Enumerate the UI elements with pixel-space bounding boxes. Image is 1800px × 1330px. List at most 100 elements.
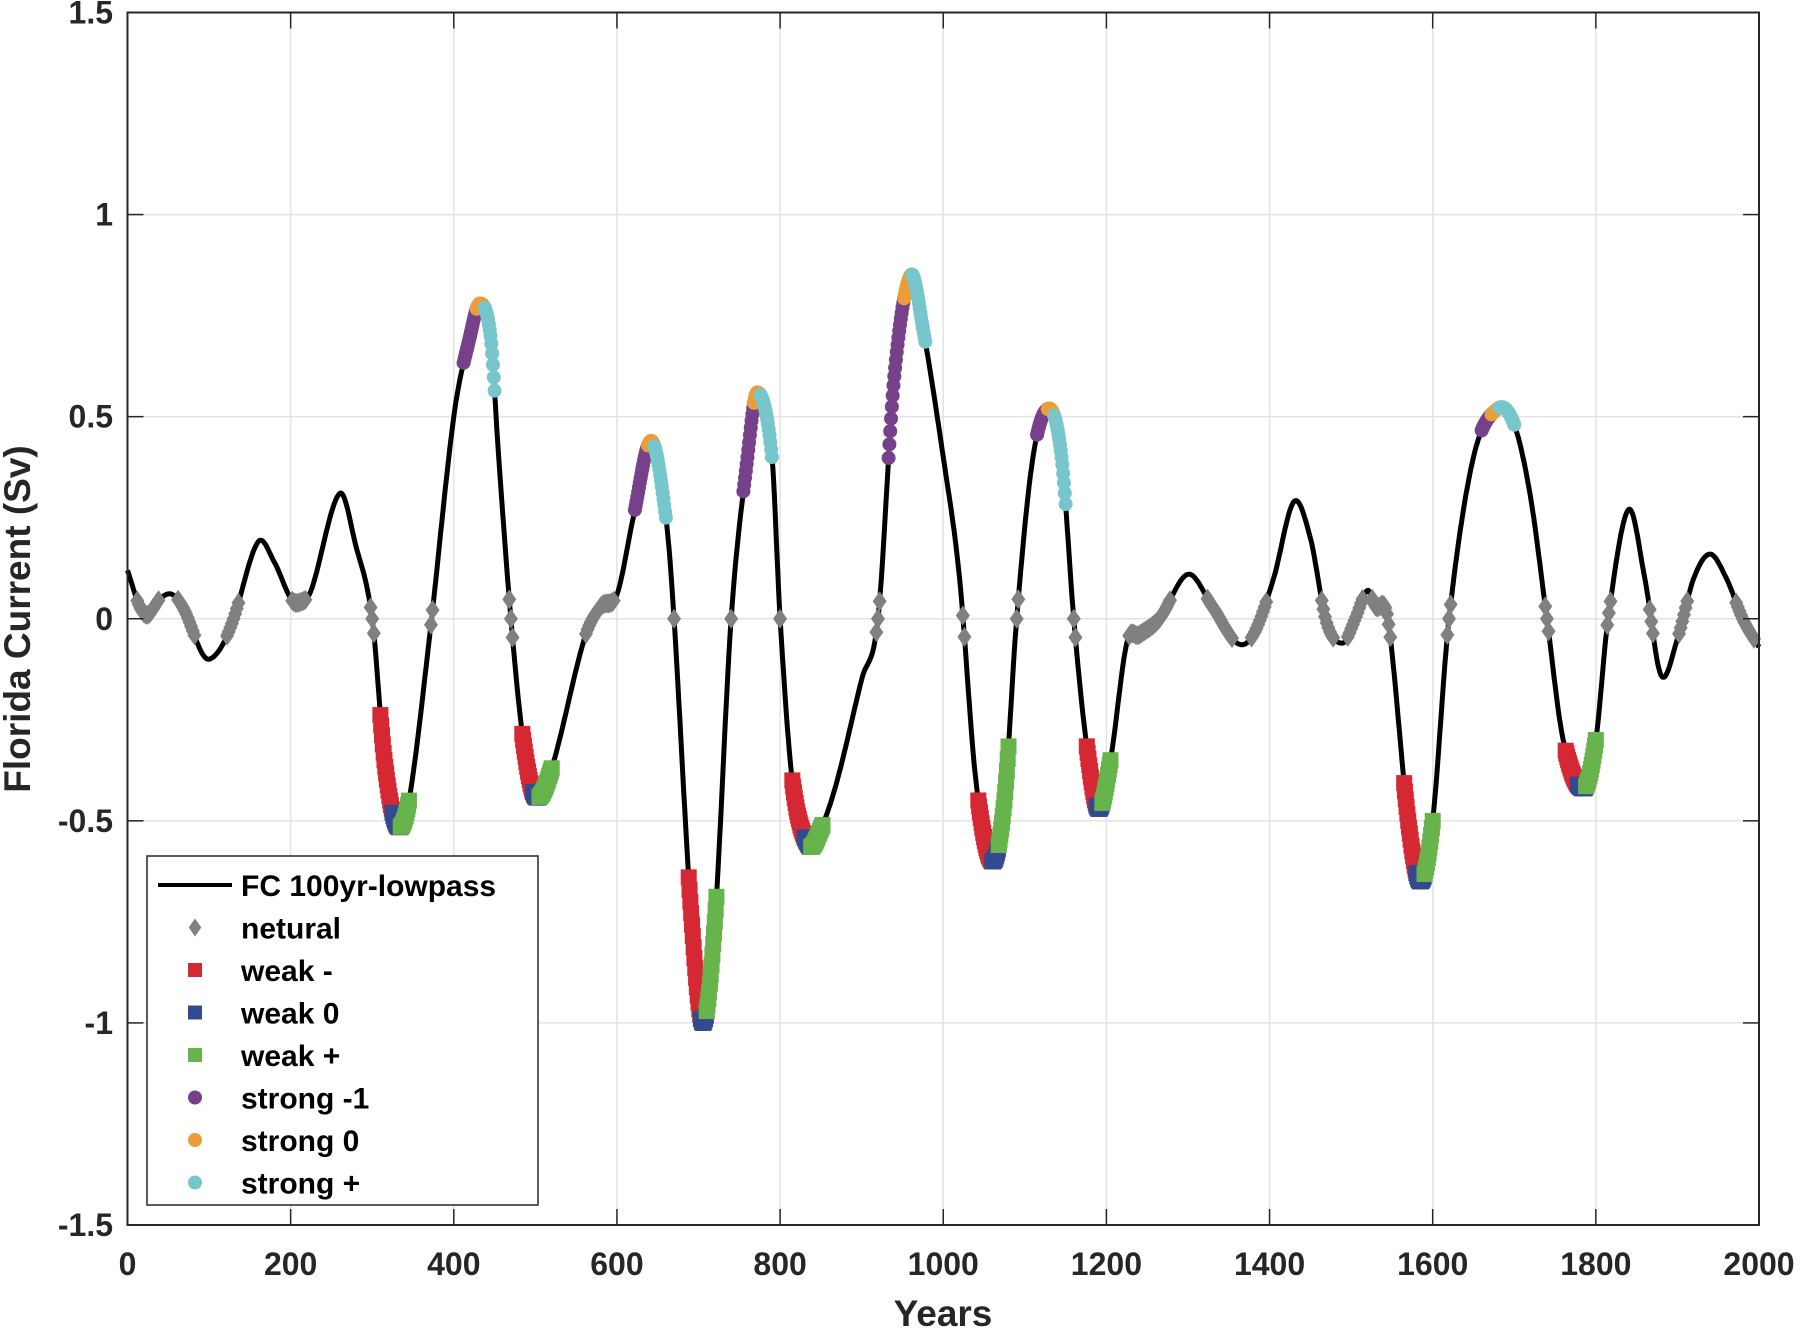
legend-square-swatch: [188, 963, 202, 977]
series-layer: [125, 267, 1762, 1031]
netural-marker: [872, 591, 887, 612]
legend-item-strong-plus: strong +: [188, 1168, 360, 1201]
netural-marker: [1538, 596, 1553, 617]
y-axis-label: Florida Current (Sv): [0, 445, 38, 792]
netural-marker: [957, 626, 972, 647]
netural-marker: [1066, 608, 1081, 629]
legend-label: FC 100yr-lowpass: [241, 870, 496, 903]
strong-plus-marker: [486, 370, 501, 385]
netural-marker: [667, 608, 682, 629]
netural-marker: [773, 608, 788, 629]
y-tick-label: 0: [95, 601, 113, 637]
legend-item-weak-minus: weak -: [188, 955, 333, 988]
legend-item-weak-zero: weak 0: [188, 998, 339, 1031]
x-tick-label: 1800: [1560, 1246, 1631, 1282]
netural-marker: [187, 625, 202, 646]
netural-marker: [1747, 628, 1762, 649]
weak-plus-marker: [814, 817, 831, 834]
netural-marker: [298, 589, 313, 610]
weak-plus-marker: [1424, 812, 1441, 829]
legend-item-strong-minus: strong -1: [188, 1083, 369, 1116]
legend-circle-swatch: [188, 1133, 202, 1147]
y-tick-label: -0.5: [58, 803, 113, 839]
netural-marker: [869, 622, 884, 643]
x-tick-label: 1600: [1397, 1246, 1468, 1282]
legend-item-strong-zero: strong 0: [188, 1125, 359, 1158]
legend-item-netural: netural: [188, 913, 341, 946]
y-tick-label: 1: [95, 197, 113, 233]
weak-plus-marker: [1587, 732, 1604, 748]
legend-label: weak 0: [240, 998, 339, 1031]
netural-marker: [425, 599, 440, 620]
netural-marker: [1011, 589, 1026, 610]
netural-marker: [502, 589, 517, 610]
legend-label: strong 0: [241, 1125, 359, 1158]
weak-plus-marker: [708, 888, 725, 905]
weak-plus-marker: [1000, 738, 1017, 755]
strong-plus-marker: [487, 383, 502, 398]
legend: FC 100yr-lowpass netural weak - weak 0 weak …: [146, 855, 539, 1206]
netural-marker: [366, 623, 381, 644]
netural-marker: [1068, 627, 1083, 648]
x-tick-label: 200: [264, 1246, 317, 1282]
legend-diamond-swatch: [188, 918, 202, 937]
netural-marker: [1603, 591, 1618, 612]
netural-marker: [1442, 608, 1457, 629]
netural-marker: [955, 605, 970, 626]
strong-plus-marker: [764, 450, 779, 465]
strong-plus-marker: [658, 510, 673, 525]
netural-marker: [505, 627, 520, 648]
strong-plus-marker: [1057, 486, 1072, 501]
netural-marker: [1680, 591, 1695, 612]
x-tick-label: 1000: [908, 1246, 979, 1282]
y-tick-label: 1.5: [69, 0, 113, 31]
x-tick-label: 1200: [1071, 1246, 1142, 1282]
x-tick-label: 1400: [1234, 1246, 1305, 1282]
legend-label: strong -1: [241, 1083, 369, 1116]
weak-plus-marker: [1102, 752, 1119, 769]
weak-plus-marker: [400, 792, 417, 809]
y-tick-label: -1.5: [58, 1207, 113, 1243]
netural-marker: [1541, 621, 1556, 642]
strong-minus-marker: [884, 411, 899, 426]
netural-marker: [1163, 590, 1178, 611]
netural-marker: [1225, 628, 1240, 649]
netural-marker: [1009, 608, 1024, 629]
legend-square-swatch: [188, 1005, 202, 1020]
strong-plus-marker: [918, 334, 933, 349]
weak-minus-marker: [680, 869, 697, 886]
netural-marker: [1539, 608, 1554, 629]
strong-minus-marker: [884, 399, 899, 414]
weak-plus-marker: [706, 913, 723, 930]
strong-minus-marker: [882, 437, 897, 452]
netural-marker: [1383, 627, 1398, 648]
legend-label: weak -: [240, 955, 333, 988]
strong-plus-marker: [1507, 417, 1522, 432]
legend-circle-swatch: [188, 1090, 202, 1105]
weak-plus-marker: [999, 751, 1016, 768]
strong-minus-marker: [885, 388, 900, 403]
y-tick-label: 0.5: [69, 399, 113, 435]
legend-label: weak +: [240, 1040, 340, 1073]
netural-marker: [503, 608, 518, 629]
netural-marker: [1645, 623, 1660, 644]
netural-marker: [1355, 588, 1370, 609]
legend-item-weak-plus: weak +: [188, 1040, 340, 1073]
legend-item-line: FC 100yr-lowpass: [158, 870, 496, 903]
netural-marker: [231, 592, 246, 613]
legend-circle-swatch: [188, 1175, 202, 1190]
x-tick-label: 400: [427, 1246, 480, 1282]
netural-marker: [151, 590, 166, 611]
plot-frame: [126, 11, 1760, 1226]
x-tick-label: 800: [753, 1246, 806, 1282]
strong-minus-marker: [883, 424, 898, 439]
netural-marker: [365, 608, 380, 629]
strong-plus-marker: [485, 357, 500, 372]
x-tick-label: 2000: [1723, 1246, 1794, 1282]
x-axis-label: Years: [894, 1293, 993, 1330]
legend-square-swatch: [188, 1048, 202, 1062]
netural-marker: [870, 608, 885, 629]
x-tick-label: 0: [119, 1246, 137, 1282]
netural-marker: [724, 608, 739, 629]
